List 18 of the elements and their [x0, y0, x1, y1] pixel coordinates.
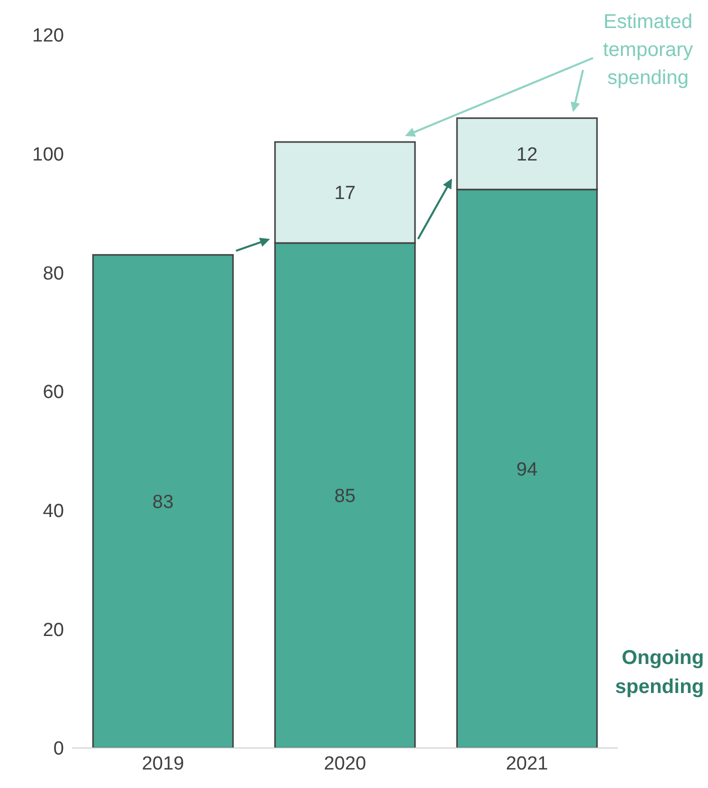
x-tick-label: 2020	[324, 753, 366, 774]
y-tick-label: 20	[42, 620, 64, 641]
series-label: Ongoing spending	[615, 647, 704, 698]
y-tick-label: 40	[42, 501, 64, 522]
data-label: 94	[516, 459, 538, 480]
series-label: Estimated temporary spending	[602, 11, 694, 89]
data-label: 85	[334, 486, 356, 508]
y-tick-label: 120	[32, 26, 64, 47]
x-tick-label: 2021	[506, 753, 548, 774]
y-tick-label: 100	[32, 144, 64, 166]
data-label: 17	[334, 183, 356, 204]
x-tick-label: 2019	[142, 753, 184, 774]
y-tick-label: 60	[42, 382, 64, 404]
y-tick-label: 80	[42, 263, 64, 284]
y-tick-label: 0	[53, 738, 64, 760]
data-label: 83	[152, 492, 174, 514]
bar	[92, 254, 234, 748]
data-label: 12	[516, 144, 538, 166]
